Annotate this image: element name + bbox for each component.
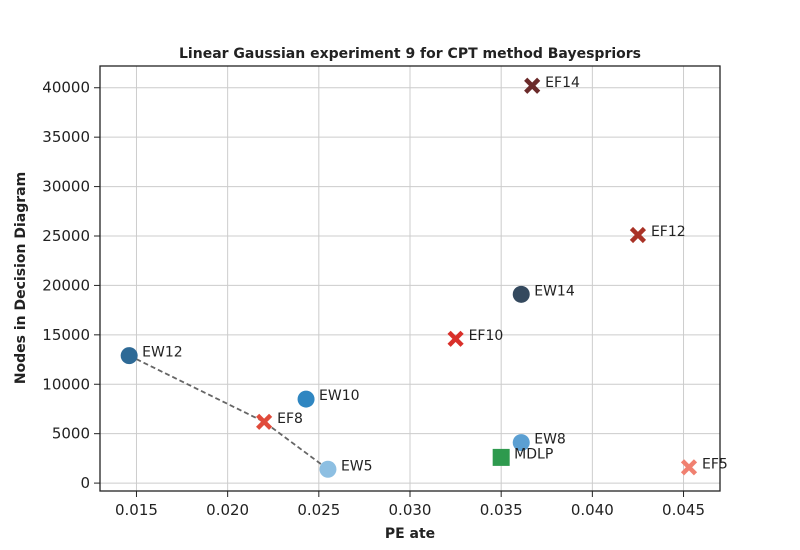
pareto-line: [128, 354, 329, 470]
point-marker-square: [492, 448, 510, 466]
point-ef5: EF5: [680, 456, 728, 476]
point-label: EF5: [702, 456, 728, 472]
point-label: MDLP: [514, 446, 553, 462]
x-tick-label: 0.040: [571, 501, 614, 519]
point-ew12: EW12: [120, 345, 183, 365]
point-marker-x-stroke: [256, 413, 273, 430]
point-ew14: EW14: [512, 283, 575, 303]
y-tick-label: 20000: [42, 276, 90, 294]
point-marker-circle: [120, 347, 138, 365]
point-ew10: EW10: [297, 388, 360, 408]
y-tick-label: 0: [80, 474, 90, 492]
point-label: EF10: [469, 328, 504, 344]
point-ew8: EW8: [512, 432, 566, 452]
point-ef12: EF12: [629, 224, 686, 244]
x-tick-label: 0.025: [297, 501, 340, 519]
point-marker-x-stroke: [629, 226, 647, 244]
x-tick-label: 0.035: [480, 501, 523, 519]
y-tick-label: 15000: [42, 326, 90, 344]
point-ef14: EF14: [524, 75, 580, 94]
point-ef8: EF8: [256, 411, 303, 430]
grid: [100, 66, 720, 491]
point-label: EW5: [341, 458, 373, 474]
y-tick-label: 10000: [42, 375, 90, 393]
y-tick-label: 25000: [42, 227, 90, 245]
point-label: EF8: [277, 411, 303, 427]
point-label: EW8: [534, 432, 566, 448]
point-marker-x-stroke: [524, 77, 541, 94]
point-label: EW10: [319, 388, 360, 404]
x-tick-label: 0.045: [662, 501, 705, 519]
chart-title: Linear Gaussian experiment 9 for CPT met…: [179, 46, 641, 62]
x-tick-label: 0.030: [389, 501, 432, 519]
y-tick-label: 35000: [42, 128, 90, 146]
point-marker-x-stroke: [447, 330, 464, 347]
point-marker-circle: [512, 285, 530, 303]
point-marker-circle: [297, 390, 315, 408]
x-tick-label: 0.020: [206, 501, 249, 519]
point-marker-circle: [319, 460, 337, 478]
point-marker-x-stroke: [680, 459, 698, 476]
point-label: EW12: [142, 345, 183, 361]
point-marker-circle: [512, 434, 530, 452]
axis-ticks: 0.015 0.020 0.025 0.030 0.035 0.040 0.045 0 5000…: [42, 79, 705, 519]
point-ew5: EW5: [319, 458, 373, 478]
point-label: EW14: [534, 283, 575, 299]
pareto-line-group: [128, 354, 329, 470]
point-mdlp: MDLP: [492, 446, 553, 466]
y-tick-label: 5000: [52, 425, 90, 443]
y-axis-label: Nodes in Decision Diagram: [13, 172, 29, 384]
x-tick-label: 0.015: [115, 501, 158, 519]
x-axis-label: PE ate: [385, 526, 435, 542]
y-tick-label: 40000: [42, 79, 90, 97]
point-ef10: EF10: [447, 328, 504, 347]
point-label: EF12: [651, 224, 686, 240]
plot-frame: [99, 65, 721, 492]
y-tick-label: 30000: [42, 178, 90, 196]
point-label: EF14: [545, 75, 580, 91]
